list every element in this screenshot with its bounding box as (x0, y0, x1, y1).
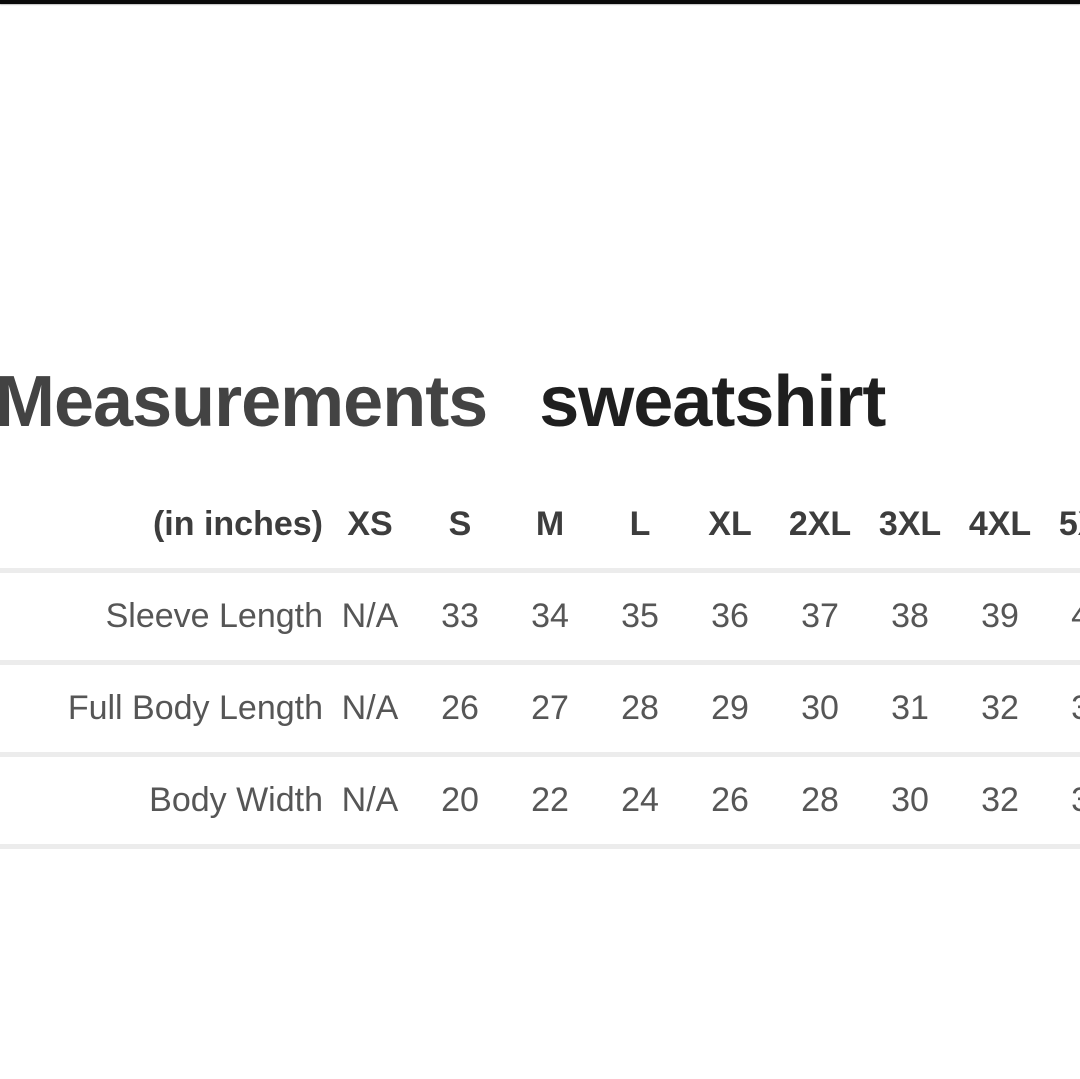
measurement-value: 36 (685, 568, 775, 660)
measurement-value: 35 (595, 568, 685, 660)
header-size-xs: XS (347, 504, 393, 543)
header-size-4xl: 4XL (968, 504, 1032, 543)
page-title: Measurements sweatshirt (0, 366, 886, 438)
measurement-value: N/A (325, 660, 415, 752)
row-label: Sleeve Length (0, 568, 325, 660)
measurement-value: 29 (685, 660, 775, 752)
measurement-value: 33 (1045, 660, 1080, 752)
header-size-m: M (535, 504, 565, 543)
size-chart-table: (in inches) XS S M L XL 2XL 3XL 4XL 5XL Sleeve Len… (0, 480, 1080, 849)
header-unit-label: (in inches) (152, 504, 323, 543)
measurement-value: 27 (505, 660, 595, 752)
measurement-value: 31 (865, 660, 955, 752)
measurement-value: 37 (775, 568, 865, 660)
measurement-value: 34 (1045, 752, 1080, 844)
row-label: Body Width (0, 752, 325, 844)
measurement-value: 28 (595, 660, 685, 752)
header-size-5xl: 5XL (1058, 504, 1080, 543)
row-label: Full Body Length (0, 660, 325, 752)
measurement-value: 32 (955, 752, 1045, 844)
measurement-value: 40 (1045, 568, 1080, 660)
title-product-name: sweatshirt (539, 362, 886, 442)
measurement-value: 39 (955, 568, 1045, 660)
header-size-s: S (448, 504, 472, 543)
header-size-l: L (629, 504, 651, 543)
measurement-value: 30 (865, 752, 955, 844)
measurement-value: 20 (415, 752, 505, 844)
measurement-value: 24 (595, 752, 685, 844)
measurement-value: 34 (505, 568, 595, 660)
measurement-value: 28 (775, 752, 865, 844)
measurement-value: N/A (325, 568, 415, 660)
title-measurements: Measurements (0, 362, 488, 442)
measurement-value: 30 (775, 660, 865, 752)
header-size-2xl: 2XL (788, 504, 852, 543)
measurement-value: 38 (865, 568, 955, 660)
measurement-value: 26 (415, 660, 505, 752)
measurement-value: 26 (685, 752, 775, 844)
header-size-xl: XL (708, 504, 752, 543)
header-size-3xl: 3XL (878, 504, 942, 543)
measurement-value: 33 (415, 568, 505, 660)
measurement-value: N/A (325, 752, 415, 844)
measurement-value: 32 (955, 660, 1045, 752)
measurement-value: 22 (505, 752, 595, 844)
top-black-bar (0, 0, 1080, 4)
